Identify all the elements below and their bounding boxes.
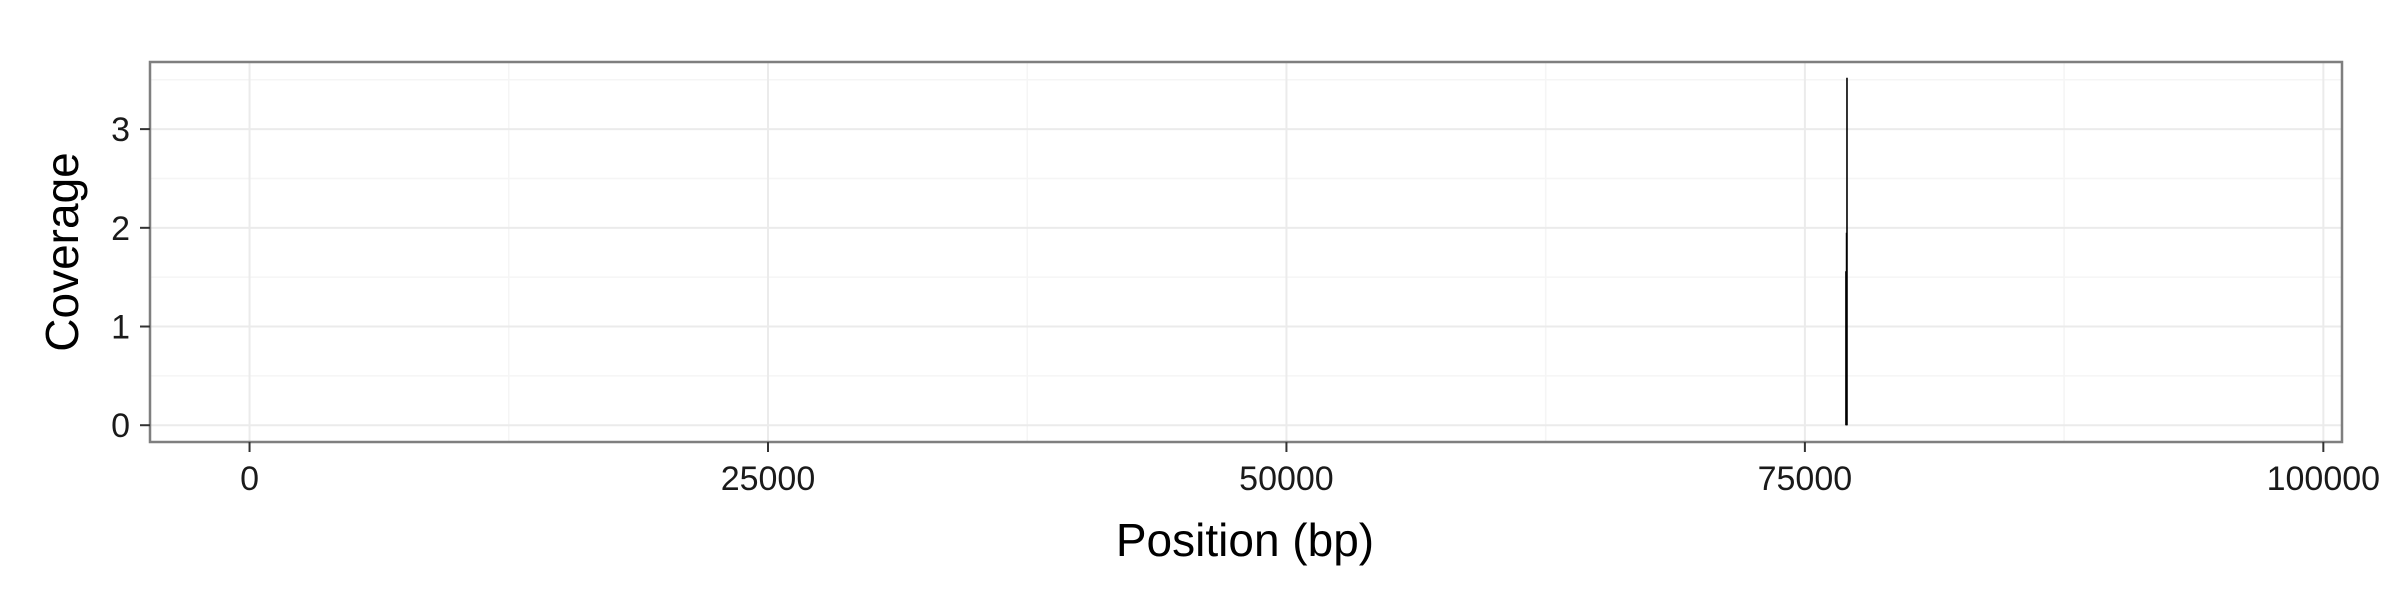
y-tick-label: 0 [111, 407, 130, 445]
x-tick-label: 100000 [2267, 460, 2380, 498]
y-tick-label: 1 [111, 309, 130, 347]
coverage-data [1845, 77, 1848, 426]
grid-lines [150, 62, 2342, 442]
plot-panel [148, 60, 2344, 444]
y-tick-label: 3 [111, 111, 130, 149]
x-axis-title: Position (bp) [1116, 514, 1374, 566]
y-axis-title: Coverage [36, 152, 88, 351]
x-tick-label: 50000 [1239, 460, 1334, 498]
y-tick-label: 2 [111, 210, 130, 248]
axes: 0 25000 50000 75000 100000 0 1 2 3 [111, 111, 2380, 498]
x-tick-label: 0 [240, 460, 259, 498]
x-tick-label: 75000 [1758, 460, 1853, 498]
x-tick-label: 25000 [721, 460, 816, 498]
